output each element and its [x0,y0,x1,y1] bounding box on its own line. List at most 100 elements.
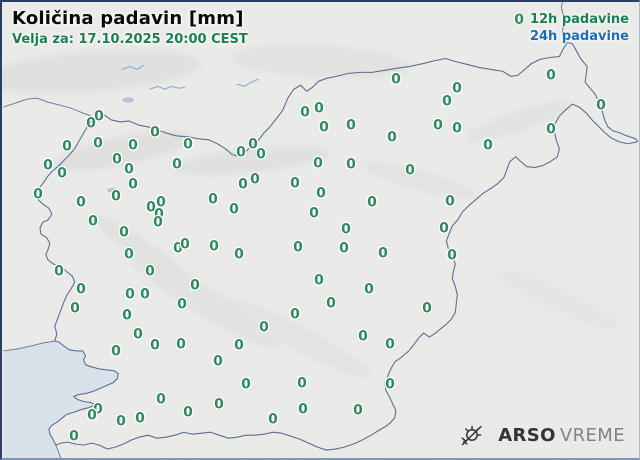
station-value[interactable]: 0 [208,191,218,208]
station-value[interactable]: 0 [125,286,135,303]
station-value[interactable]: 0 [314,100,324,117]
station-value[interactable]: 0 [88,213,98,230]
station-value[interactable]: 0 [367,194,377,211]
station-value[interactable]: 0 [156,194,166,211]
station-value[interactable]: 0 [297,375,307,392]
station-value[interactable]: 0 [33,186,43,203]
station-value[interactable]: 0 [94,108,104,125]
station-value[interactable]: 0 [177,296,187,313]
legend-item-12h[interactable]: 0 12h padavine [514,11,629,28]
station-value[interactable]: 0 [86,115,96,132]
station-value[interactable]: 0 [154,206,164,223]
station-value[interactable]: 0 [250,171,260,188]
station-value[interactable]: 0 [122,307,132,324]
station-value[interactable]: 0 [238,176,248,193]
station-value[interactable]: 0 [445,193,455,210]
station-value[interactable]: 0 [385,336,395,353]
station-value[interactable]: 0 [140,286,150,303]
station-value[interactable]: 0 [447,247,457,264]
station-value[interactable]: 0 [112,151,122,168]
station-value[interactable]: 0 [391,71,401,88]
station-value[interactable]: 0 [546,121,556,138]
station-value[interactable]: 0 [309,205,319,222]
station-value[interactable]: 0 [439,220,449,237]
station-value[interactable]: 0 [213,353,223,370]
station-value[interactable]: 0 [76,281,86,298]
station-value[interactable]: 0 [378,245,388,262]
station-value[interactable]: 0 [241,376,251,393]
station-value[interactable]: 0 [405,162,415,179]
station-value[interactable]: 0 [353,402,363,419]
station-value[interactable]: 0 [248,136,258,153]
station-value[interactable]: 0 [150,337,160,354]
station-value[interactable]: 0 [313,155,323,172]
station-value[interactable]: 0 [119,224,129,241]
station-value[interactable]: 0 [339,240,349,257]
station-value[interactable]: 0 [314,272,324,289]
station-value[interactable]: 0 [300,104,310,121]
station-value[interactable]: 0 [135,410,145,427]
station-value[interactable]: 0 [442,93,452,110]
station-value[interactable]: 0 [111,188,121,205]
station-value[interactable]: 0 [234,246,244,263]
legend-item-24h[interactable]: 24h padavine [514,28,629,45]
station-value[interactable]: 0 [124,246,134,263]
station-value[interactable]: 0 [326,295,336,312]
station-value[interactable]: 0 [172,156,182,173]
station-value[interactable]: 0 [433,117,443,134]
station-value[interactable]: 0 [173,240,183,257]
station-value[interactable]: 0 [298,401,308,418]
station-value[interactable]: 0 [76,194,86,211]
station-value[interactable]: 0 [62,138,72,155]
station-value[interactable]: 0 [358,328,368,345]
station-value[interactable]: 0 [452,80,462,97]
station-value[interactable]: 0 [293,239,303,256]
station-value[interactable]: 0 [128,176,138,193]
station-value[interactable]: 0 [268,411,278,428]
station-value[interactable]: 0 [385,376,395,393]
station-value[interactable]: 0 [54,263,64,280]
station-value[interactable]: 0 [190,277,200,294]
station-value[interactable]: 0 [209,238,219,255]
station-value[interactable]: 0 [180,236,190,253]
station-value[interactable]: 0 [128,137,138,154]
station-value[interactable]: 0 [145,263,155,280]
station-value[interactable]: 0 [346,156,356,173]
station-value[interactable]: 0 [116,413,126,430]
station-value[interactable]: 0 [364,281,374,298]
station-value[interactable]: 0 [346,117,356,134]
station-value[interactable]: 0 [150,124,160,141]
station-value[interactable]: 0 [153,214,163,231]
station-value[interactable]: 0 [69,428,79,445]
station-value[interactable]: 0 [596,97,606,114]
station-value[interactable]: 0 [234,337,244,354]
station-value[interactable]: 0 [124,161,134,178]
station-value[interactable]: 0 [319,119,329,136]
station-value[interactable]: 0 [156,391,166,408]
station-value[interactable]: 0 [214,396,224,413]
legend-label-24h[interactable]: 24h padavine [529,29,629,44]
station-value[interactable]: 0 [176,336,186,353]
station-value[interactable]: 0 [57,165,67,182]
station-value[interactable]: 0 [290,306,300,323]
station-value[interactable]: 0 [133,326,143,343]
station-value[interactable]: 0 [111,343,121,360]
station-value[interactable]: 0 [183,404,193,421]
station-value[interactable]: 0 [341,221,351,238]
station-value[interactable]: 0 [546,67,556,84]
legend-label-12h[interactable]: 12h padavine [529,12,629,27]
station-value[interactable]: 0 [256,146,266,163]
station-value[interactable]: 0 [290,175,300,192]
station-value[interactable]: 0 [43,157,53,174]
station-value[interactable]: 0 [229,201,239,218]
station-value[interactable]: 0 [183,136,193,153]
station-value[interactable]: 0 [236,144,246,161]
station-value[interactable]: 0 [93,401,103,418]
station-value[interactable]: 0 [259,319,269,336]
station-value[interactable]: 0 [146,199,156,216]
station-value[interactable]: 0 [316,185,326,202]
station-value[interactable]: 0 [483,137,493,154]
station-value[interactable]: 0 [70,300,80,317]
station-value[interactable]: 0 [93,135,103,152]
station-value[interactable]: 0 [422,300,432,317]
